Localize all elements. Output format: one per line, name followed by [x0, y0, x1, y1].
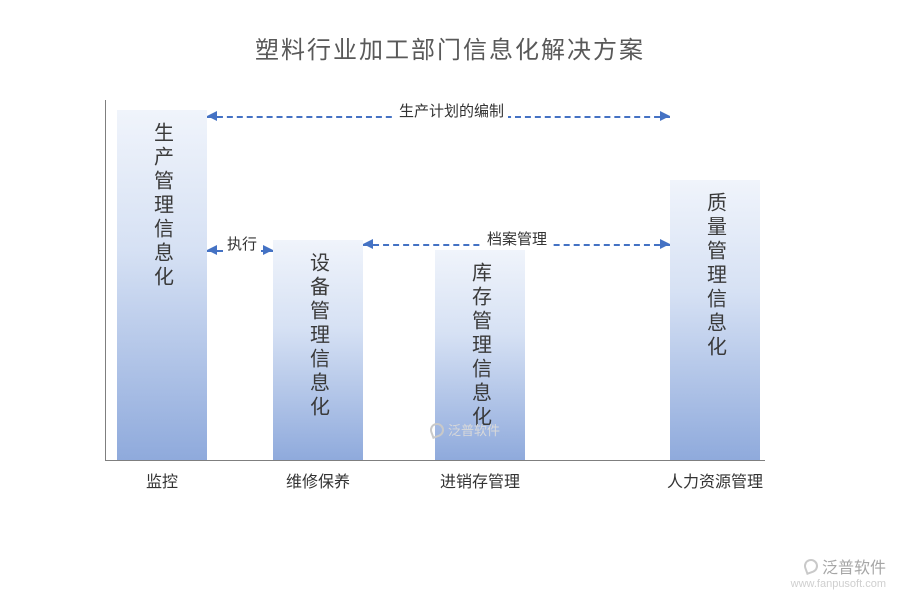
x-label-quality: 人力资源管理 [650, 468, 780, 492]
logo-icon [802, 557, 820, 575]
y-axis [105, 100, 106, 460]
x-label-equipment: 维修保养 [273, 468, 363, 492]
bar-quality: 质量管理信息化 [670, 180, 760, 460]
watermark-brand: 泛普软件 [448, 420, 500, 439]
connector-label-exec: 执行 [223, 233, 261, 254]
arrow-right-icon [660, 239, 670, 249]
watermark-center: 泛普软件 [430, 420, 500, 439]
bar-label: 质量管理信息化 [701, 192, 730, 360]
bar-label: 生产管理信息化 [148, 122, 177, 290]
bar-label: 库存管理信息化 [466, 262, 495, 430]
bar-label: 设备管理信息化 [304, 252, 333, 420]
connector-label-plan: 生产计划的编制 [395, 100, 508, 121]
arrow-left-icon [363, 239, 373, 249]
arrow-left-icon [207, 111, 217, 121]
x-label-production: 监控 [117, 468, 207, 492]
x-axis [105, 460, 765, 461]
watermark-corner: 泛普软件 www.fanpusoft.com [791, 554, 886, 590]
arrow-left-icon [207, 245, 217, 255]
page-title: 塑料行业加工部门信息化解决方案 [0, 30, 900, 65]
watermark-brand-corner: 泛普软件 [822, 554, 886, 578]
arrow-right-icon [660, 111, 670, 121]
bar-equipment: 设备管理信息化 [273, 240, 363, 460]
connector-label-archive: 档案管理 [483, 228, 551, 249]
x-label-inventory: 进销存管理 [415, 468, 545, 492]
logo-icon [428, 421, 446, 439]
arrow-right-icon [263, 245, 273, 255]
watermark-url: www.fanpusoft.com [791, 578, 886, 590]
bar-production: 生产管理信息化 [117, 110, 207, 460]
